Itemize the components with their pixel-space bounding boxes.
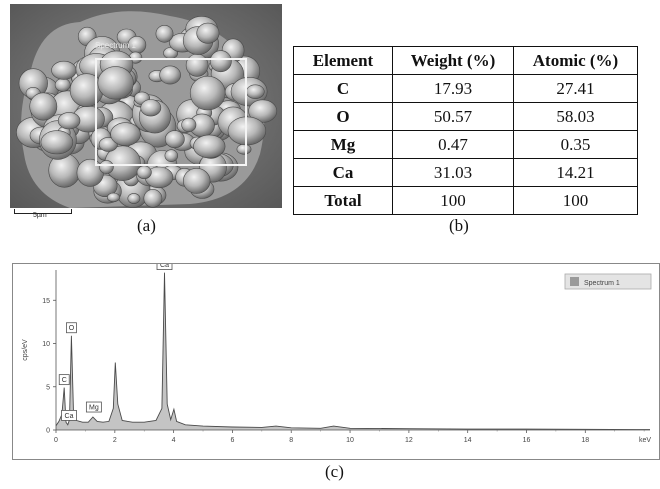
y-tick-label: 0 [46, 428, 50, 435]
legend-swatch [570, 277, 579, 286]
cell-element: Ca [293, 158, 393, 187]
x-tick-label: 8 [289, 437, 293, 444]
peak-label-box [156, 264, 173, 270]
caption-b: (b) [449, 216, 469, 235]
table-header-row: Element Weight (%) Atomic (%) [293, 46, 638, 75]
header-atomic: Atomic (%) [513, 46, 638, 75]
cell-element: C [293, 74, 393, 103]
cell-weight: 50.57 [392, 102, 514, 131]
cell-atomic: 14.21 [513, 158, 638, 187]
legend: Spectrum 1 [564, 273, 652, 290]
table-row: C 17.93 27.41 [293, 74, 638, 103]
peak-label: Ca [65, 413, 74, 420]
cell-weight: 0.47 [392, 130, 514, 159]
table-row: Total 100 100 [293, 186, 638, 215]
cell-weight: 17.93 [392, 74, 514, 103]
x-tick-label: 4 [172, 437, 176, 444]
cell-atomic: 27.41 [513, 74, 638, 103]
y-tick-label: 15 [42, 298, 50, 305]
header-weight: Weight (%) [392, 46, 514, 75]
peak-label: Ca [160, 264, 169, 269]
cell-atomic: 0.35 [513, 130, 638, 159]
peak-label: C [62, 377, 67, 384]
y-axis-label: cps/eV [22, 339, 29, 361]
sem-particle-texture [10, 4, 282, 208]
table-row: Mg 0.47 0.35 [293, 130, 638, 159]
cell-weight: 100 [392, 186, 514, 215]
x-tick-label: 12 [405, 437, 413, 444]
spectrum-line [55, 272, 651, 431]
x-tick-label: 18 [581, 437, 589, 444]
x-tick-label: 6 [230, 437, 234, 444]
peak-label: O [69, 325, 75, 332]
cell-element: O [293, 102, 393, 131]
peak-label-box [66, 322, 77, 334]
table-row: O 50.57 58.03 [293, 102, 638, 131]
y-tick-label: 10 [42, 341, 50, 348]
x-axis-label: keV [639, 437, 651, 444]
caption-c: (c) [325, 462, 344, 481]
x-tick-label: 2 [113, 437, 117, 444]
cell-atomic: 58.03 [513, 102, 638, 131]
x-tick-label: 10 [346, 437, 354, 444]
scale-bar [14, 209, 72, 214]
legend-box [564, 273, 652, 290]
table-row: Ca 31.03 14.21 [293, 158, 638, 187]
header-element: Element [293, 46, 393, 75]
eds-spectrum-chart: 0 2 4 6 8 10 12 14 16 18 keV 0 5 10 15 cps/eV Ca O C Ca Mg … [12, 263, 660, 460]
peak-label-box [58, 374, 70, 386]
spectrum-area [56, 272, 650, 430]
cell-atomic: 100 [513, 186, 638, 215]
peak-label: Mg [89, 405, 99, 412]
spectrum-region-box [95, 58, 247, 166]
scale-bar-label: 5µm [33, 212, 47, 219]
sem-image: Spectrum 1 [10, 4, 282, 208]
x-tick-label: 16 [523, 437, 531, 444]
peak-label-box [61, 410, 77, 421]
spectrum-region-label: Spectrum 1 [95, 41, 136, 50]
cell-element: Total [293, 186, 393, 215]
cell-weight: 31.03 [392, 158, 514, 187]
x-tick-label: 14 [464, 437, 472, 444]
y-tick-label: 5 [46, 384, 50, 391]
x-tick-label: 0 [54, 437, 58, 444]
caption-a: (a) [137, 216, 156, 235]
cell-element: Mg [293, 130, 393, 159]
peak-label-box [85, 401, 102, 413]
legend-label: Spectrum 1 [584, 280, 620, 287]
composition-table: Element Weight (%) Atomic (%) C 17.93 27… [293, 46, 638, 215]
